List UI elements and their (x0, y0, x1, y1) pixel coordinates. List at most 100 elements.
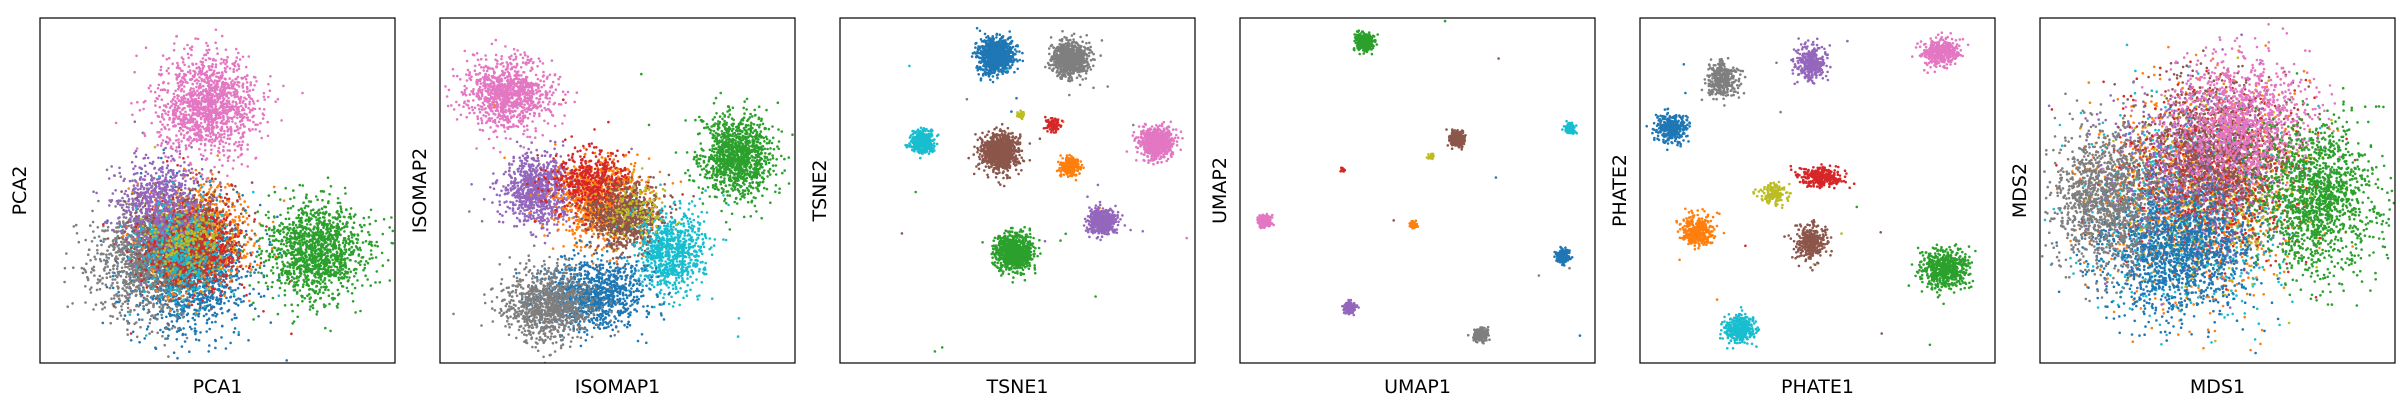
scatter-point (119, 248, 123, 251)
scatter-point (240, 245, 244, 248)
scatter-point (98, 287, 102, 291)
scatter-point (249, 262, 252, 266)
scatter-point (154, 297, 158, 301)
scatter-point (130, 291, 134, 295)
scatter-point (126, 265, 129, 269)
scatter-point (237, 230, 240, 234)
scatter-point (229, 247, 233, 251)
scatter-point (122, 278, 125, 282)
scatter-point (231, 232, 234, 236)
scatter-point (122, 238, 126, 241)
scatter-point (285, 359, 289, 362)
scatter-point (128, 273, 131, 276)
scatter-point (162, 280, 166, 284)
scatter-point (161, 330, 165, 334)
scatter-point (189, 284, 192, 287)
scatter-point (175, 319, 179, 323)
scatter-point (134, 270, 138, 274)
scatter-point (244, 243, 247, 247)
scatter-point (117, 243, 121, 247)
scatter-point (120, 305, 123, 308)
scatter-point (145, 270, 148, 274)
scatter-point (124, 216, 128, 219)
scatter-point (137, 286, 140, 290)
scatter-point (236, 286, 240, 290)
scatter-point (232, 220, 235, 224)
scatter-point (139, 292, 142, 296)
scatter-point (157, 282, 160, 286)
scatter-point (165, 274, 169, 278)
scatter-point (105, 168, 109, 172)
scatter-point (122, 234, 125, 238)
scatter-point (129, 289, 133, 293)
scatter-point (216, 154, 219, 157)
scatter-point (177, 229, 180, 232)
scatter-point (136, 313, 140, 316)
scatter-point (248, 292, 252, 296)
scatter-point (156, 312, 160, 316)
scatter-point (176, 163, 179, 167)
scatter-point (141, 318, 144, 322)
scatter-point (147, 249, 151, 253)
scatter-point (180, 188, 183, 192)
scatter-point (126, 221, 130, 224)
scatter-point (223, 280, 226, 284)
scatter-point (224, 230, 228, 234)
scatter-point (152, 303, 155, 307)
scatter-point (151, 259, 154, 262)
scatter-point (232, 251, 236, 254)
scatter-point (166, 327, 170, 331)
scatter-point (131, 266, 134, 269)
scatter-point (249, 274, 252, 277)
scatter-point (84, 238, 87, 242)
scatter-point (106, 229, 109, 232)
scatter-point (128, 275, 131, 278)
scatter-point (166, 306, 169, 310)
scatter-point (175, 315, 179, 319)
scatter-point (237, 240, 241, 244)
scatter-point (236, 235, 240, 238)
scatter-point (130, 192, 134, 196)
scatter-point (114, 256, 117, 260)
scatter-point (160, 156, 163, 160)
scatter-point (167, 322, 170, 326)
scatter-point (193, 187, 197, 191)
scatter-point (190, 234, 194, 237)
scatter-point (144, 252, 147, 256)
scatter-point (270, 247, 274, 250)
scatter-point (101, 276, 104, 280)
scatter-point (186, 312, 190, 316)
scatter-point (99, 252, 103, 256)
scatter-point (239, 203, 243, 206)
scatter-point (234, 215, 237, 219)
scatter-point (226, 182, 230, 186)
scatter-point (123, 253, 126, 257)
scatter-point (282, 199, 286, 202)
scatter-point (89, 224, 92, 227)
scatter-point (215, 212, 219, 215)
scatter-point (176, 270, 179, 273)
scatter-point (199, 304, 202, 308)
scatter-point (209, 286, 212, 289)
scatter-point (126, 282, 130, 286)
scatter-point (206, 298, 210, 301)
scatter-point (100, 243, 103, 247)
scatter-point (120, 266, 124, 270)
scatter-point (123, 284, 126, 287)
scatter-point (244, 255, 248, 258)
scatter-point (215, 199, 219, 202)
scatter-point (219, 185, 223, 189)
scatter-point (208, 292, 211, 295)
scatter-point (146, 294, 149, 298)
scatter-point (248, 304, 252, 307)
scatter-point (116, 294, 119, 298)
scatter-point (145, 226, 149, 230)
scatter-point (205, 330, 208, 333)
scatter-point (128, 248, 131, 252)
scatter-point (167, 295, 170, 299)
scatter-point (158, 305, 161, 309)
scatter-point (193, 273, 196, 277)
scatter-point (150, 295, 154, 298)
scatter-point (218, 200, 222, 203)
scatter-point (258, 264, 262, 267)
